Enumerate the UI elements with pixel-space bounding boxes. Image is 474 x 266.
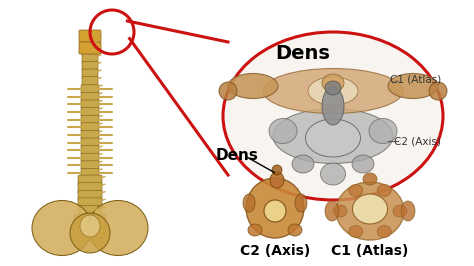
FancyBboxPatch shape — [82, 39, 98, 49]
FancyBboxPatch shape — [81, 138, 99, 147]
Ellipse shape — [325, 81, 341, 95]
Ellipse shape — [270, 172, 284, 188]
Ellipse shape — [401, 201, 415, 221]
Ellipse shape — [322, 87, 344, 125]
Ellipse shape — [322, 74, 344, 92]
FancyBboxPatch shape — [78, 190, 102, 201]
Ellipse shape — [288, 224, 302, 236]
FancyBboxPatch shape — [81, 123, 99, 132]
FancyBboxPatch shape — [78, 175, 102, 186]
FancyBboxPatch shape — [79, 30, 101, 42]
Ellipse shape — [272, 165, 282, 175]
FancyBboxPatch shape — [82, 54, 98, 64]
Ellipse shape — [429, 82, 447, 100]
FancyBboxPatch shape — [74, 214, 106, 238]
Ellipse shape — [273, 109, 393, 164]
Ellipse shape — [264, 200, 286, 222]
Ellipse shape — [388, 73, 438, 98]
Ellipse shape — [377, 226, 391, 238]
Text: C1 (Atlas): C1 (Atlas) — [390, 74, 441, 84]
Ellipse shape — [352, 155, 374, 173]
Ellipse shape — [246, 178, 304, 238]
Ellipse shape — [393, 205, 407, 217]
Ellipse shape — [377, 184, 391, 196]
Ellipse shape — [295, 194, 307, 212]
Ellipse shape — [269, 118, 297, 143]
FancyBboxPatch shape — [78, 206, 102, 217]
Ellipse shape — [349, 184, 363, 196]
Ellipse shape — [369, 118, 397, 143]
Ellipse shape — [308, 77, 358, 105]
Ellipse shape — [363, 173, 377, 185]
FancyBboxPatch shape — [78, 198, 102, 209]
Ellipse shape — [228, 73, 278, 98]
FancyBboxPatch shape — [82, 46, 98, 56]
Text: Dens: Dens — [216, 148, 259, 164]
Ellipse shape — [263, 69, 403, 114]
Ellipse shape — [306, 119, 361, 157]
FancyBboxPatch shape — [81, 130, 99, 139]
Text: C1 (Atlas): C1 (Atlas) — [331, 244, 409, 258]
Ellipse shape — [349, 226, 363, 238]
FancyBboxPatch shape — [81, 168, 99, 177]
FancyBboxPatch shape — [81, 107, 99, 117]
FancyBboxPatch shape — [81, 153, 99, 162]
Ellipse shape — [243, 194, 255, 212]
FancyBboxPatch shape — [82, 69, 98, 79]
Ellipse shape — [353, 194, 388, 224]
Ellipse shape — [292, 155, 314, 173]
Text: C2 (Axis): C2 (Axis) — [394, 136, 441, 146]
Ellipse shape — [336, 182, 404, 240]
Text: Dens: Dens — [275, 44, 330, 63]
FancyBboxPatch shape — [81, 85, 99, 94]
Ellipse shape — [219, 82, 237, 100]
Ellipse shape — [88, 201, 148, 256]
FancyBboxPatch shape — [81, 100, 99, 109]
Ellipse shape — [70, 213, 110, 253]
FancyBboxPatch shape — [82, 77, 98, 87]
FancyBboxPatch shape — [82, 31, 98, 41]
Ellipse shape — [248, 224, 262, 236]
Ellipse shape — [80, 215, 100, 237]
FancyBboxPatch shape — [81, 161, 99, 170]
FancyBboxPatch shape — [79, 42, 101, 54]
Ellipse shape — [333, 205, 347, 217]
Ellipse shape — [223, 32, 443, 200]
FancyBboxPatch shape — [82, 61, 98, 72]
Ellipse shape — [320, 163, 346, 185]
Text: C2 (Axis): C2 (Axis) — [240, 244, 310, 258]
FancyBboxPatch shape — [81, 92, 99, 101]
FancyBboxPatch shape — [81, 146, 99, 155]
FancyBboxPatch shape — [81, 115, 99, 124]
FancyBboxPatch shape — [78, 183, 102, 194]
Ellipse shape — [32, 201, 92, 256]
Ellipse shape — [325, 201, 339, 221]
